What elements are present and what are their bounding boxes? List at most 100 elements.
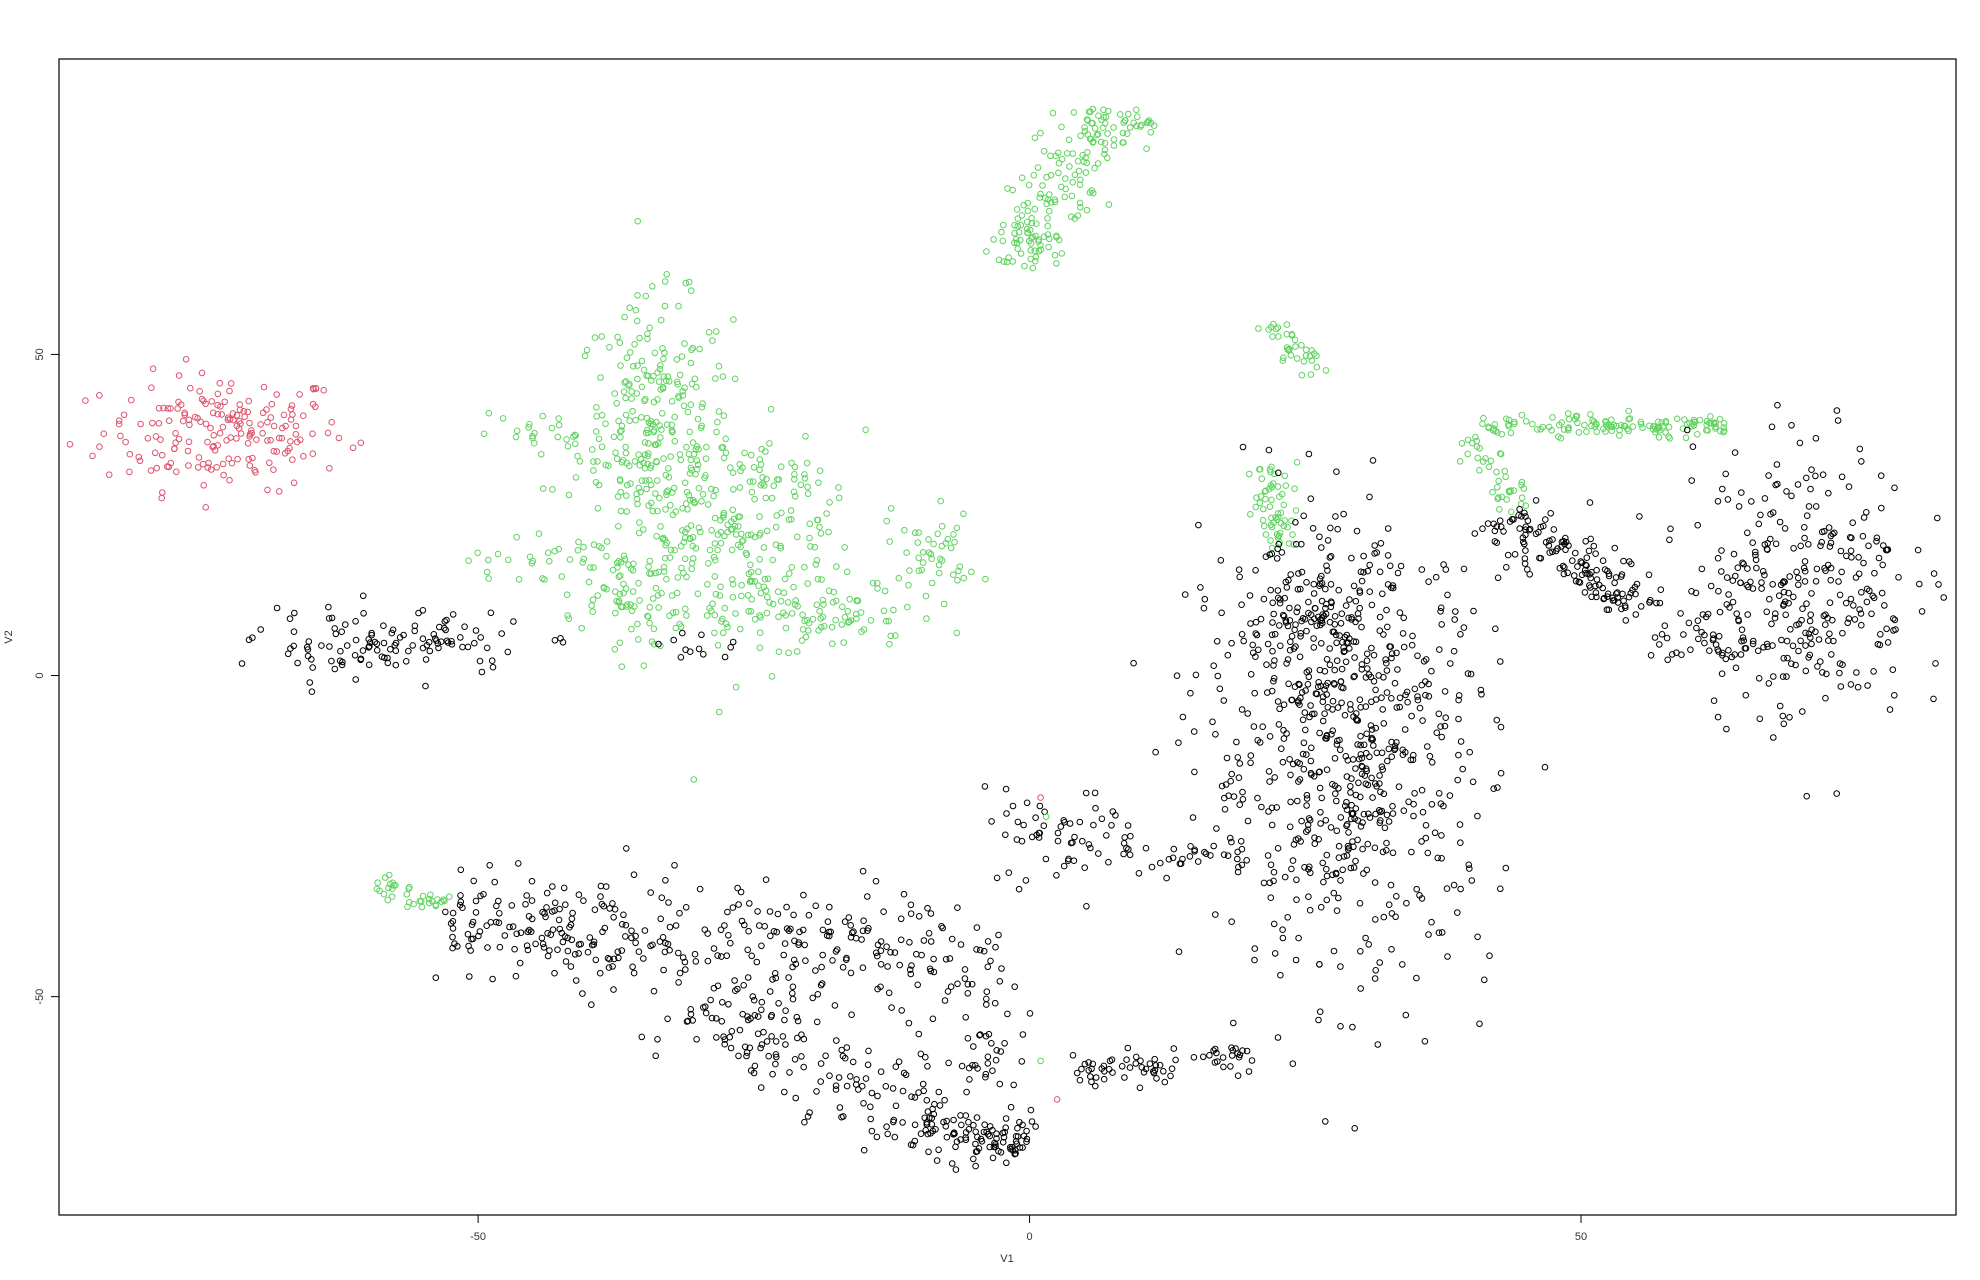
scatter-point-green — [1062, 175, 1069, 182]
scatter-point-black — [1250, 723, 1258, 730]
scatter-point-green — [1269, 333, 1276, 340]
scatter-point-green — [714, 642, 722, 649]
scatter-point-black — [1399, 746, 1406, 754]
scatter-point-black — [691, 950, 699, 958]
scatter-point-black — [1383, 659, 1390, 667]
scatter-point-green — [838, 621, 846, 628]
scatter-point-black — [1710, 697, 1718, 705]
scatter-point-black — [1273, 804, 1280, 811]
scatter-point-black — [783, 925, 791, 932]
scatter-point-black — [987, 957, 994, 965]
scatter-point-black — [1274, 587, 1282, 594]
scatter-point-black — [1837, 683, 1845, 690]
scatter-point-green — [668, 592, 676, 599]
scatter-point-black — [448, 638, 455, 645]
scatter-point-green — [756, 644, 764, 652]
scatter-point-green — [615, 573, 623, 581]
scatter-point-black — [1545, 542, 1553, 549]
scatter-point-black — [1271, 774, 1278, 781]
scatter-point-green — [585, 578, 593, 586]
scatter-point-green — [465, 557, 472, 565]
scatter-point-green — [682, 500, 690, 508]
scatter-point-black — [1496, 517, 1504, 525]
scatter-point-black — [325, 615, 333, 622]
scatter-point-black — [789, 990, 796, 997]
scatter-point-black — [1878, 589, 1886, 597]
scatter-point-black — [1323, 766, 1331, 774]
scatter-point-black — [558, 929, 566, 937]
scatter-point-black — [1186, 853, 1194, 860]
scatter-point-black — [566, 923, 573, 931]
scatter-point-green — [942, 539, 950, 547]
scatter-point-black — [801, 941, 809, 949]
scatter-point-green — [1094, 130, 1102, 138]
scatter-point-black — [1219, 1054, 1227, 1061]
scatter-point-black — [1408, 641, 1416, 649]
scatter-point-black — [1587, 574, 1594, 582]
scatter-point-black — [1388, 946, 1395, 953]
scatter-point-black — [1745, 583, 1752, 591]
scatter-point-red — [210, 443, 217, 450]
scatter-point-black — [702, 1003, 709, 1011]
scatter-point-black — [1687, 646, 1694, 654]
scatter-point-black — [1234, 1072, 1242, 1079]
scatter-point-green — [1720, 427, 1728, 435]
scatter-point-black — [1329, 727, 1336, 735]
scatter-point-green — [735, 523, 742, 530]
scatter-point-black — [1388, 650, 1396, 658]
scatter-point-green — [635, 636, 642, 643]
scatter-point-black — [713, 1015, 720, 1022]
scatter-point-black — [1234, 868, 1242, 876]
scatter-point-green — [696, 345, 703, 353]
scatter-point-green — [1070, 109, 1078, 116]
scatter-point-black — [1769, 509, 1777, 516]
scatter-point-black — [1220, 697, 1228, 704]
scatter-point-black — [1308, 771, 1315, 779]
scatter-point-black — [1157, 859, 1164, 867]
scatter-point-black — [1367, 722, 1375, 729]
scatter-point-green — [756, 556, 764, 563]
scatter-point-green — [762, 494, 770, 502]
scatter-point-black — [1161, 1078, 1169, 1086]
scatter-point-black — [775, 1000, 782, 1007]
scatter-point-green — [1468, 439, 1476, 447]
scatter-point-black — [1297, 633, 1304, 640]
scatter-point-black — [1729, 577, 1737, 584]
scatter-point-green — [679, 505, 686, 512]
scatter-point-black — [1220, 1063, 1227, 1071]
scatter-point-black — [1805, 503, 1813, 510]
scatter-point-green — [626, 304, 634, 312]
scatter-point-black — [1590, 542, 1598, 550]
scatter-point-black — [790, 956, 798, 964]
scatter-point-black — [1332, 869, 1340, 877]
scatter-point-black — [1399, 630, 1407, 637]
scatter-point-green — [440, 896, 447, 904]
scatter-point-black — [1023, 1135, 1031, 1143]
scatter-point-green — [646, 557, 654, 565]
scatter-point-black — [457, 898, 465, 906]
scatter-point-black — [772, 1060, 779, 1068]
scatter-point-green — [1498, 493, 1505, 501]
scatter-point-black — [899, 1087, 907, 1095]
scatter-point-green — [911, 529, 919, 537]
scatter-point-black — [765, 1052, 773, 1060]
scatter-point-black — [1309, 525, 1317, 532]
scatter-point-green — [1268, 484, 1276, 491]
scatter-point-black — [590, 938, 598, 946]
scatter-point-red — [1053, 1096, 1061, 1103]
scatter-point-black — [1337, 620, 1345, 627]
scatter-point-green — [526, 421, 533, 428]
scatter-point-black — [1289, 1060, 1297, 1067]
scatter-point-black — [761, 923, 769, 930]
scatter-point-black — [1358, 623, 1365, 631]
scatter-point-black — [1292, 621, 1299, 629]
scatter-point-green — [1065, 136, 1073, 144]
scatter-point-green — [826, 499, 833, 506]
scatter-point-black — [1175, 948, 1183, 956]
scatter-point-black — [1270, 610, 1277, 618]
scatter-point-black — [257, 626, 265, 633]
scatter-point-black — [1366, 814, 1374, 821]
scatter-point-black — [737, 888, 745, 896]
scatter-point-black — [1316, 729, 1323, 737]
